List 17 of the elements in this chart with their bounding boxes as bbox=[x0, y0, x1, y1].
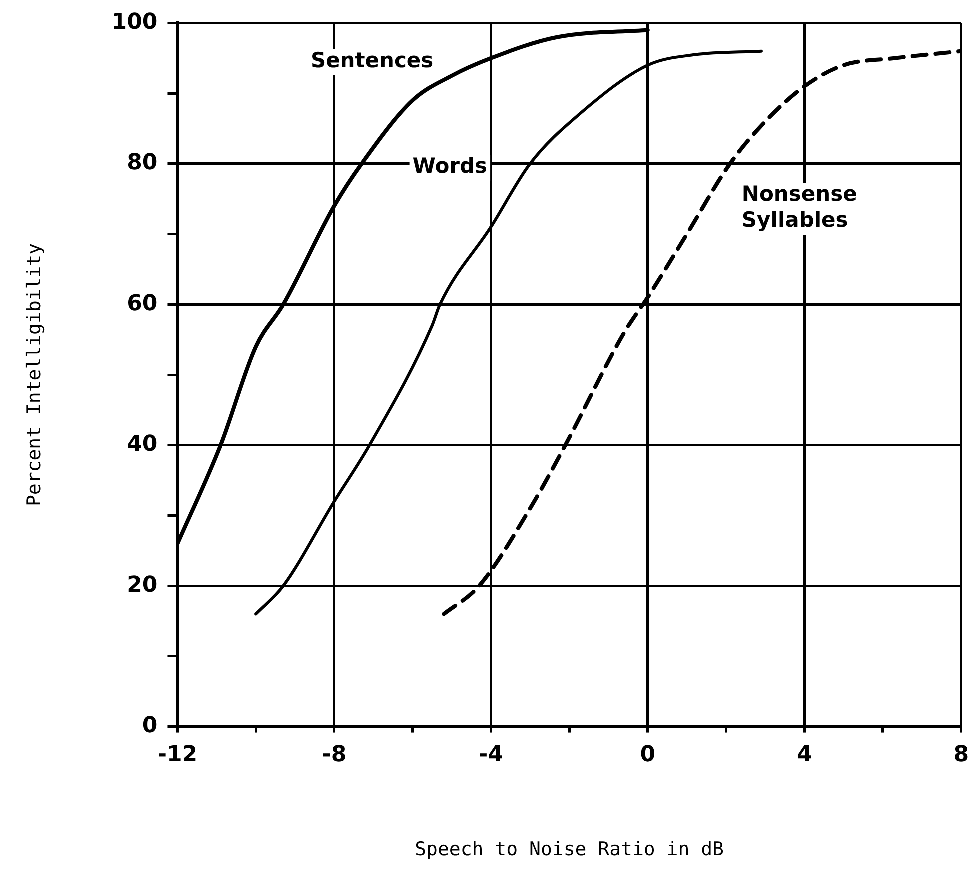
x-tick-label: -8 bbox=[322, 742, 347, 768]
x-tick-label: 0 bbox=[640, 742, 656, 768]
x-axis-title: Speech to Noise Ratio in dB bbox=[415, 838, 724, 861]
x-tick-label: -12 bbox=[158, 742, 198, 768]
y-tick-label: 0 bbox=[142, 714, 158, 739]
x-tick-label: 8 bbox=[954, 742, 969, 768]
x-tick-label: 4 bbox=[796, 742, 812, 768]
y-tick-label: 80 bbox=[127, 150, 158, 176]
y-tick-label: 100 bbox=[112, 10, 158, 35]
x-tick-label: -4 bbox=[478, 742, 504, 768]
y-tick-label: 20 bbox=[127, 572, 158, 598]
y-axis-title: Percent Intelligibility bbox=[23, 243, 46, 507]
series-label: Sentences bbox=[310, 48, 434, 72]
series-label: Words bbox=[412, 154, 488, 178]
series-label: Nonsense Syllables bbox=[742, 182, 858, 232]
y-tick-label: 60 bbox=[127, 291, 158, 316]
y-tick-label: 40 bbox=[127, 432, 158, 458]
